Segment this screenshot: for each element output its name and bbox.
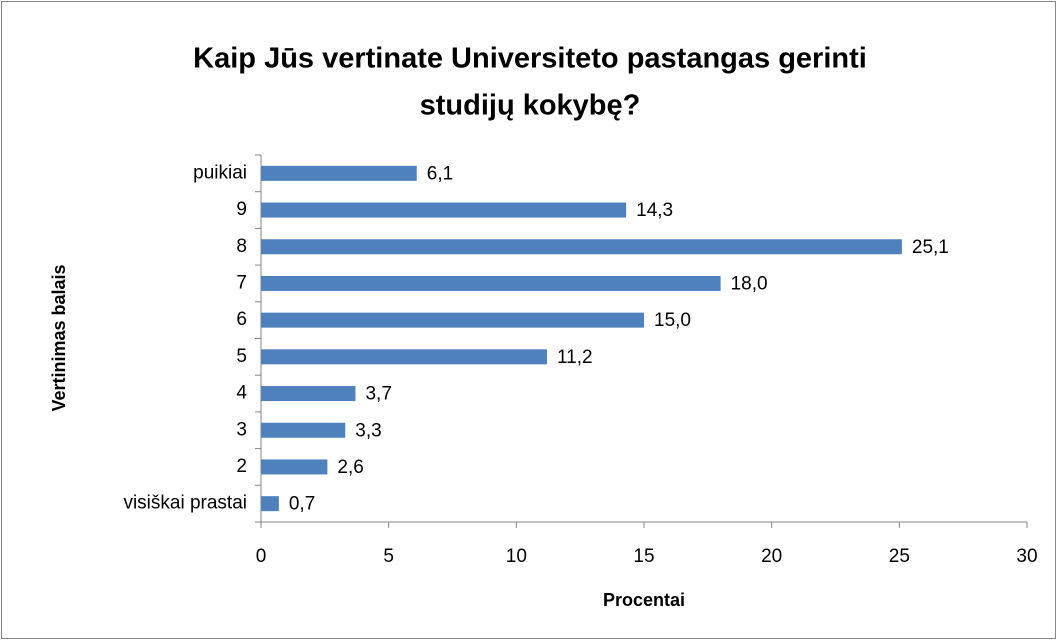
bar [261,312,644,328]
y-tick-label: 2 [236,456,247,477]
x-tick-label: 15 [633,546,654,567]
bar [261,275,721,291]
data-label: 2,6 [337,457,363,478]
x-axis-title: Procentai [603,590,685,610]
bar [261,422,346,438]
y-tick-label: 3 [236,419,247,440]
data-label: 3,3 [355,420,381,441]
y-axis-title: Vertinimas balais [49,264,69,411]
x-tick-label: 20 [761,546,782,567]
chart-title-line: Kaip Jūs vertinate Universiteto pastanga… [193,43,867,75]
y-tick-label: 4 [236,383,247,404]
bar [261,459,328,475]
y-tick-label: 6 [236,309,247,330]
y-tick-label: visiškai prastai [123,493,247,514]
x-tick-label: 10 [506,546,527,567]
data-label: 11,2 [557,347,593,368]
bar [261,386,356,402]
y-tick-label: 8 [236,236,247,257]
x-tick-label: 30 [1016,546,1037,567]
data-label: 15,0 [654,310,691,331]
x-tick-label: 5 [383,546,394,567]
bar [261,202,627,218]
data-label: 14,3 [636,200,673,221]
bar [261,165,417,181]
data-label: 18,0 [731,273,768,294]
y-tick-label: 7 [236,272,247,293]
data-label: 3,7 [365,384,391,405]
data-label: 6,1 [427,163,453,184]
data-label: 0,7 [289,494,315,515]
y-tick-label: 5 [236,346,247,367]
y-tick-label: 9 [236,199,247,220]
data-label: 25,1 [912,237,949,258]
y-tick-label: puikiai [193,162,247,183]
x-tick-label: 0 [256,546,267,567]
bar [261,349,547,365]
bar [261,239,902,255]
x-tick-label: 25 [889,546,910,567]
bar [261,496,279,512]
chart-title-line: studijų kokybę? [420,90,641,122]
